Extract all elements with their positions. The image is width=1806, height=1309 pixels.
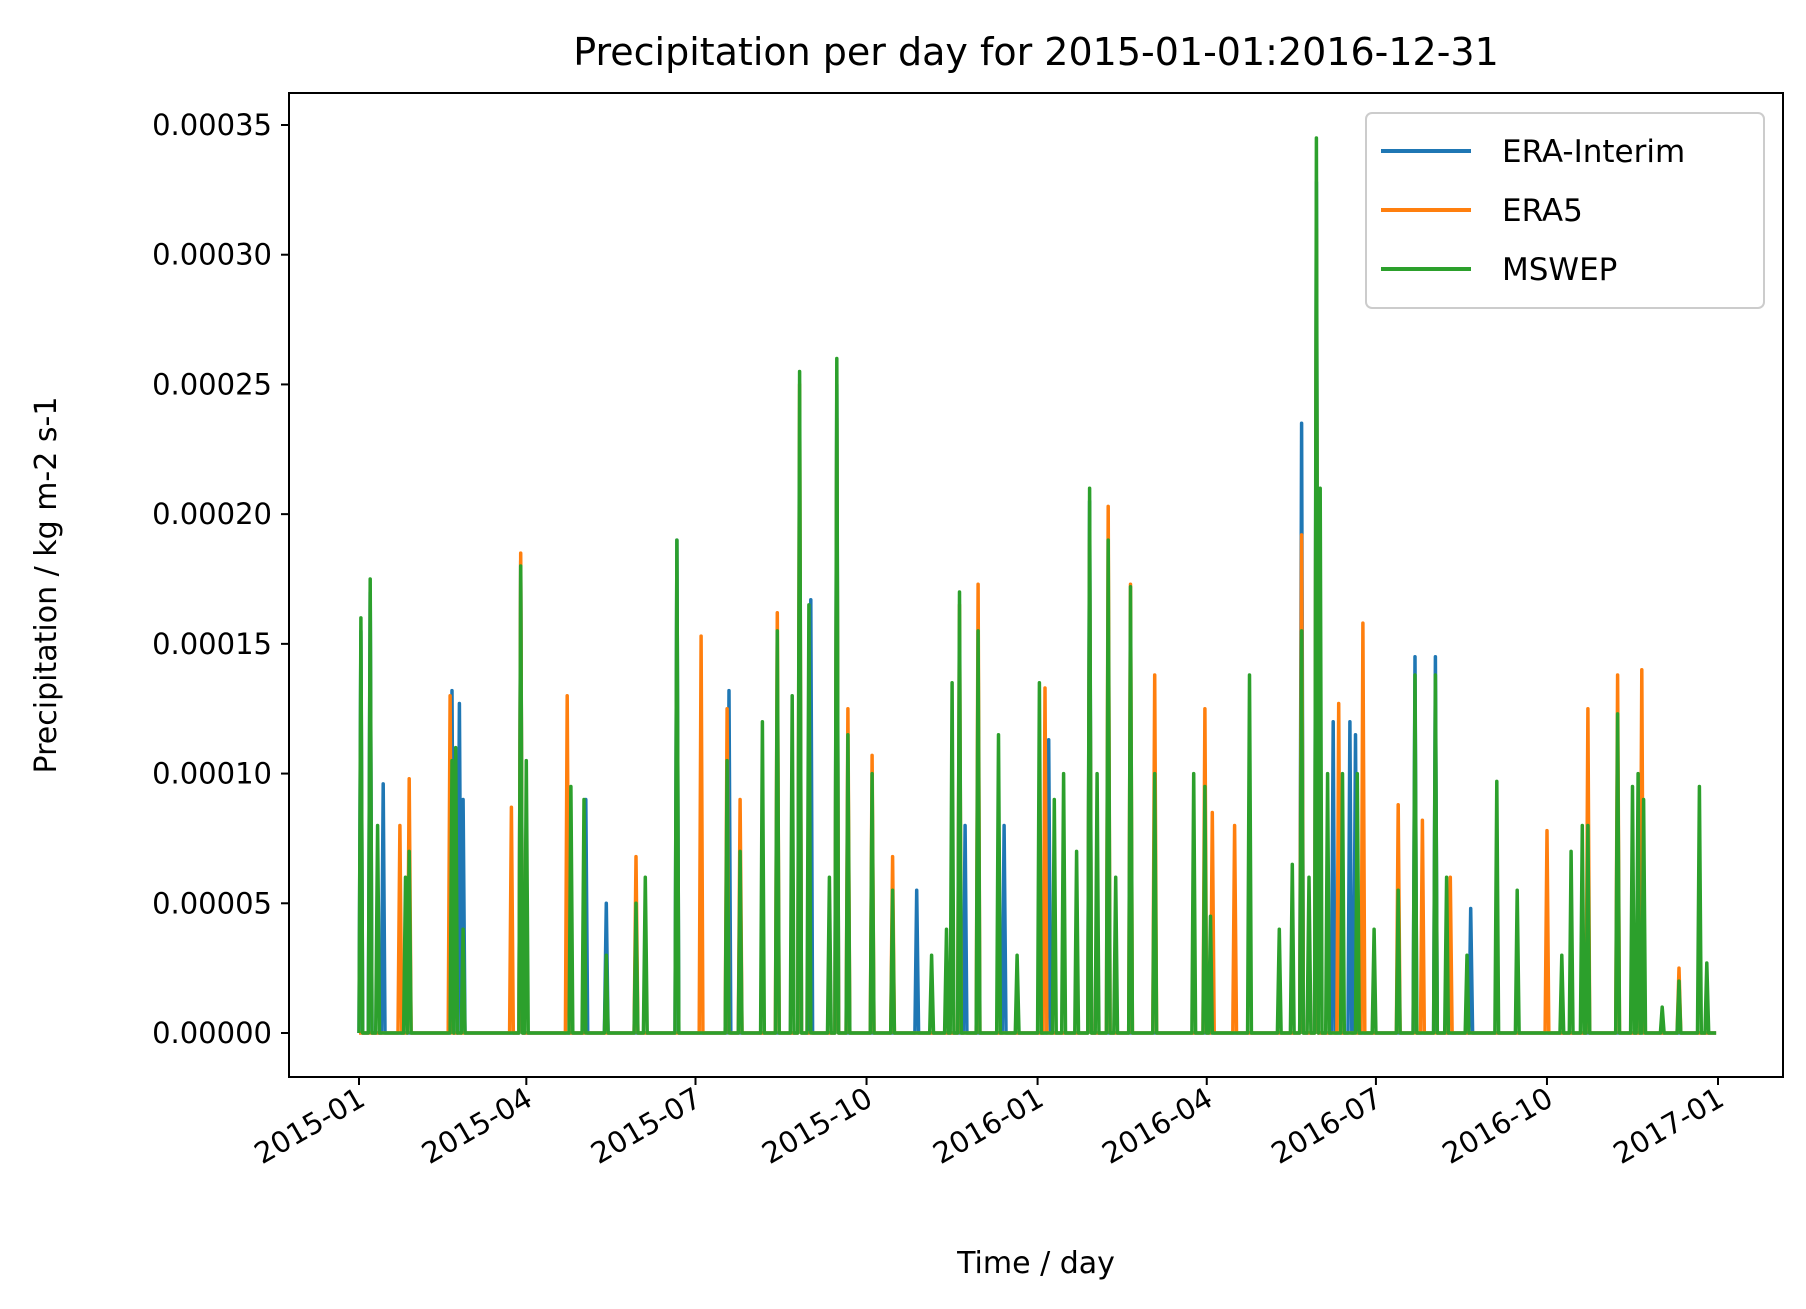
legend-box <box>1365 112 1765 309</box>
x-axis-label: Time / day <box>956 1246 1115 1281</box>
x-tick-label: 2016-10 <box>1437 1081 1559 1171</box>
y-tick-label: 0.00010 <box>152 757 272 791</box>
y-tick-label: 0.00005 <box>152 886 272 920</box>
y-tick-label: 0.00000 <box>152 1016 272 1050</box>
plot-area <box>357 136 1717 1035</box>
y-tick-label: 0.00025 <box>152 367 272 401</box>
axes-frame <box>288 92 1784 1078</box>
x-tick-label: 2016-07 <box>1265 1081 1387 1171</box>
legend-label: MSWEP <box>1502 252 1617 288</box>
legend-label: ERA5 <box>1502 193 1583 229</box>
x-tick-label: 2015-10 <box>756 1081 878 1171</box>
x-tick-label: 2017-01 <box>1608 1081 1730 1171</box>
y-tick-label: 0.00035 <box>152 108 272 142</box>
y-axis: 0.00000 0.00005 0.00010 0.00015 0.00020 0.000… <box>152 108 289 1050</box>
x-tick-label: 2016-04 <box>1096 1081 1218 1171</box>
x-tick-label: 2015-01 <box>249 1081 371 1171</box>
x-tick-label: 2016-01 <box>927 1081 1049 1171</box>
x-tick-label: 2015-07 <box>585 1081 707 1171</box>
y-tick-label: 0.00015 <box>152 627 272 661</box>
x-tick-label: 2015-04 <box>416 1081 538 1171</box>
y-tick-label: 0.00020 <box>152 497 272 531</box>
series-line-mswep <box>357 136 1717 1035</box>
x-axis: 2015-01 2015-04 2015-07 2015-10 2016-01 2016-… <box>249 1077 1730 1171</box>
legend: ERA-Interim ERA5 MSWEP <box>1365 112 1765 309</box>
chart-title: Precipitation per day for 2015-01-01:201… <box>573 30 1499 74</box>
y-axis-label: Precipitation / kg m-2 s-1 <box>29 397 64 774</box>
y-tick-label: 0.00030 <box>152 238 272 272</box>
legend-label: ERA-Interim <box>1502 134 1685 170</box>
